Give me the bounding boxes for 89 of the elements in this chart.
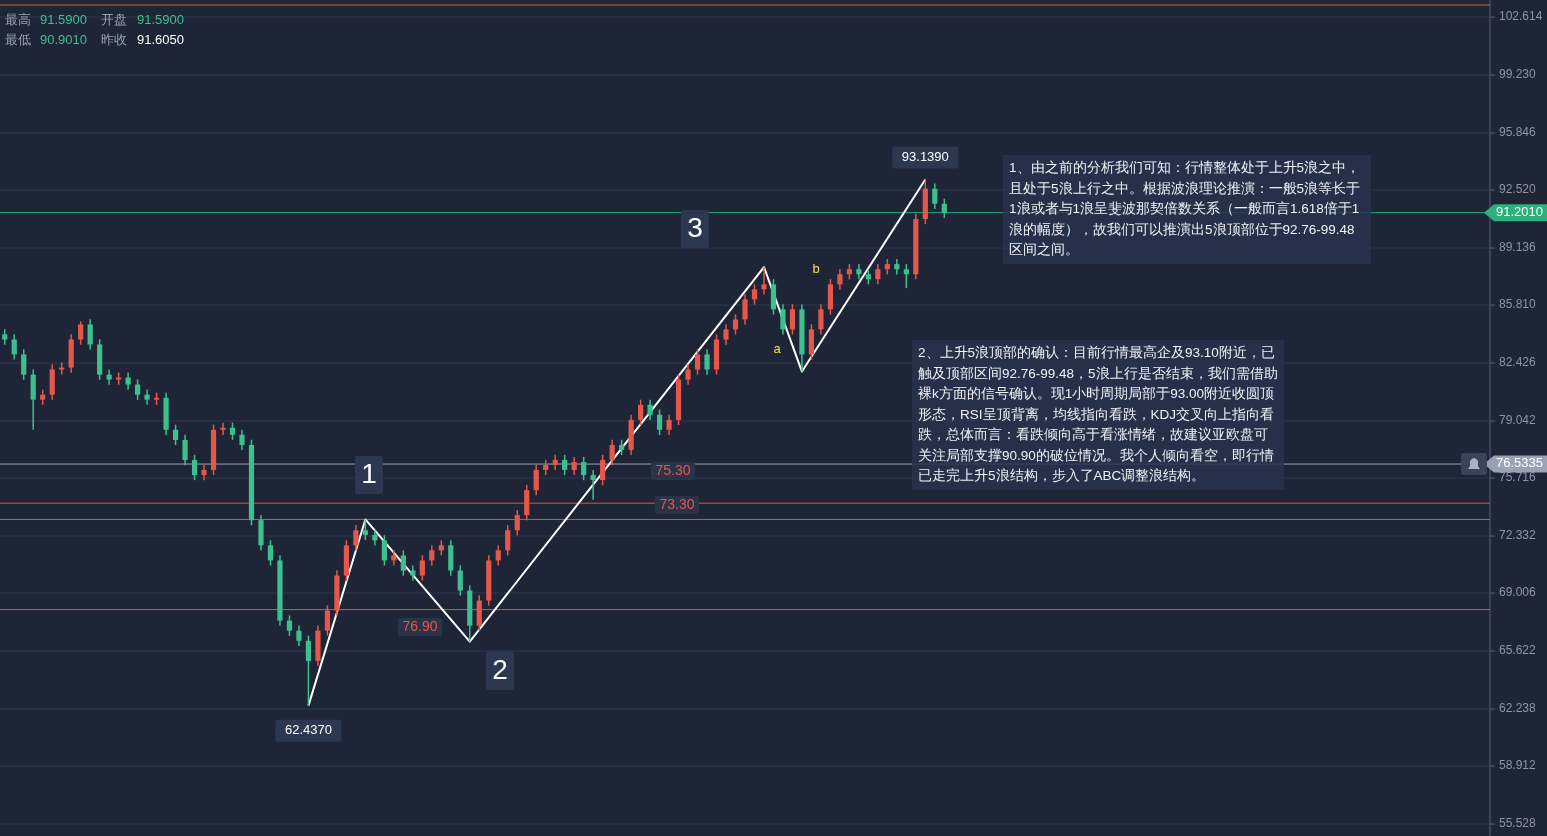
candlestick — [600, 454, 606, 486]
candlestick — [11, 333, 17, 361]
annotation: 2 — [492, 654, 508, 686]
candlestick — [419, 554, 425, 582]
candlestick — [666, 413, 672, 436]
ref-line-label: 91.2010 — [1496, 204, 1543, 220]
y-tick-label: 102.614 — [1499, 9, 1543, 24]
candlestick — [172, 423, 179, 446]
candlestick — [875, 263, 881, 286]
candlestick — [704, 348, 710, 376]
y-tick-label: 82.426 — [1499, 355, 1537, 370]
candlestick — [562, 454, 568, 476]
annotation: 93.1390 — [901, 148, 949, 164]
annotation: 91.5900 — [137, 12, 184, 28]
y-tick-label: 62.238 — [1499, 701, 1537, 716]
y-tick-label: 75.716 — [1499, 470, 1537, 485]
candlestick — [429, 544, 435, 567]
candlestick — [581, 456, 587, 481]
candlestick — [656, 408, 663, 436]
candlestick — [391, 549, 397, 567]
candlestick — [78, 320, 84, 346]
candlestick — [286, 614, 293, 637]
candlestick — [87, 318, 93, 351]
y-tick-label: 69.006 — [1499, 585, 1537, 600]
annotation: b — [812, 261, 820, 277]
candlestick — [647, 398, 653, 421]
annotation: 1 — [361, 458, 377, 490]
annotation: 91.6050 — [137, 32, 184, 48]
candlestick — [21, 348, 27, 381]
annotation: 76.90 — [402, 617, 438, 634]
candlestick — [220, 421, 226, 436]
candlestick — [533, 464, 539, 497]
y-tick-label: 95.846 — [1499, 125, 1537, 140]
candlestick — [267, 539, 274, 567]
candlestick — [457, 564, 463, 597]
candlestick — [239, 428, 245, 451]
y-tick-label: 72.332 — [1499, 528, 1537, 543]
annotation: a — [773, 341, 782, 357]
candlestick — [761, 266, 767, 296]
y-tick-label: 65.622 — [1499, 643, 1537, 658]
candlestick — [571, 456, 577, 476]
candlestick — [381, 534, 387, 567]
candlestick — [818, 303, 824, 336]
annotation: 昨收 — [101, 32, 127, 48]
candlestick — [732, 313, 739, 336]
y-tick-label: 92.520 — [1499, 182, 1537, 197]
annotation: 开盘 — [101, 12, 127, 28]
annotation: 62.4370 — [284, 722, 332, 738]
candlestick — [694, 348, 701, 376]
candlestick — [590, 469, 596, 501]
annotation: 90.9010 — [40, 32, 87, 48]
candlestick — [723, 323, 729, 346]
candlestick — [505, 524, 511, 557]
annotation: 最低 — [5, 32, 31, 48]
candlestick — [182, 434, 188, 466]
annotation: 3 — [687, 212, 703, 244]
candlestick — [609, 439, 615, 466]
candlestick — [751, 283, 758, 306]
y-tick-label: 58.912 — [1499, 758, 1537, 773]
candlestick — [362, 518, 368, 541]
y-tick-label: 85.810 — [1499, 297, 1537, 312]
annotation: 最高 — [5, 12, 31, 28]
candlestick — [903, 263, 909, 289]
candlestick — [932, 182, 938, 210]
candlestick — [296, 624, 302, 647]
y-tick-label: 55.528 — [1499, 816, 1537, 831]
y-tick-label: 89.136 — [1499, 240, 1537, 255]
candlestick — [789, 303, 796, 336]
candlestick — [191, 454, 198, 481]
annotation: 75.30 — [655, 461, 691, 478]
ref-line-label: 76.5335 — [1496, 455, 1543, 471]
candlestick — [941, 197, 947, 219]
annotation: 2、上升5浪顶部的确认：目前行情最高企及93.10附近，已触及顶部区间92.76-99.48，5浪上行是否结束，我们需借助裸k方面的信号确认。现1小时周期局部于93.00附近收圆顶形态，RSI呈顶背离，均线指向看跌，KDJ交叉向上指向看跌，总体而言：看跌倾向高于看涨情绪，故建议亚欧盘可关注局部支撑90.90的破位情况。我个人倾向看空，即行情已走完上升5浪结构，步入了ABC调整浪结构。 — [912, 340, 1284, 490]
annotation: 91.5900 — [40, 12, 87, 28]
y-tick-label: 99.230 — [1499, 67, 1537, 82]
annotation: 1、由之前的分析我们可知：行情整体处于上升5浪之中，且处于5浪上行之中。根据波浪理论推演：一般5浪等长于1浪或者与1浪呈斐波那契倍数关系（一般而言1.618倍于1浪的幅度），故我们可以推演出5浪顶部位于92.76-99.48区间之间。 — [1003, 155, 1371, 264]
y-tick-label: 79.042 — [1499, 413, 1537, 428]
candlestick — [780, 303, 786, 336]
candlestick — [685, 363, 691, 386]
candlestick — [135, 378, 141, 401]
candlestick — [495, 544, 501, 567]
candlestick — [837, 268, 843, 291]
annotation: 73.30 — [659, 495, 695, 512]
candlestick — [353, 524, 359, 552]
candlestick — [742, 293, 748, 326]
candlestick — [638, 398, 644, 426]
candlestick — [400, 549, 406, 577]
candlestick — [305, 634, 312, 707]
candlestick — [106, 368, 112, 386]
